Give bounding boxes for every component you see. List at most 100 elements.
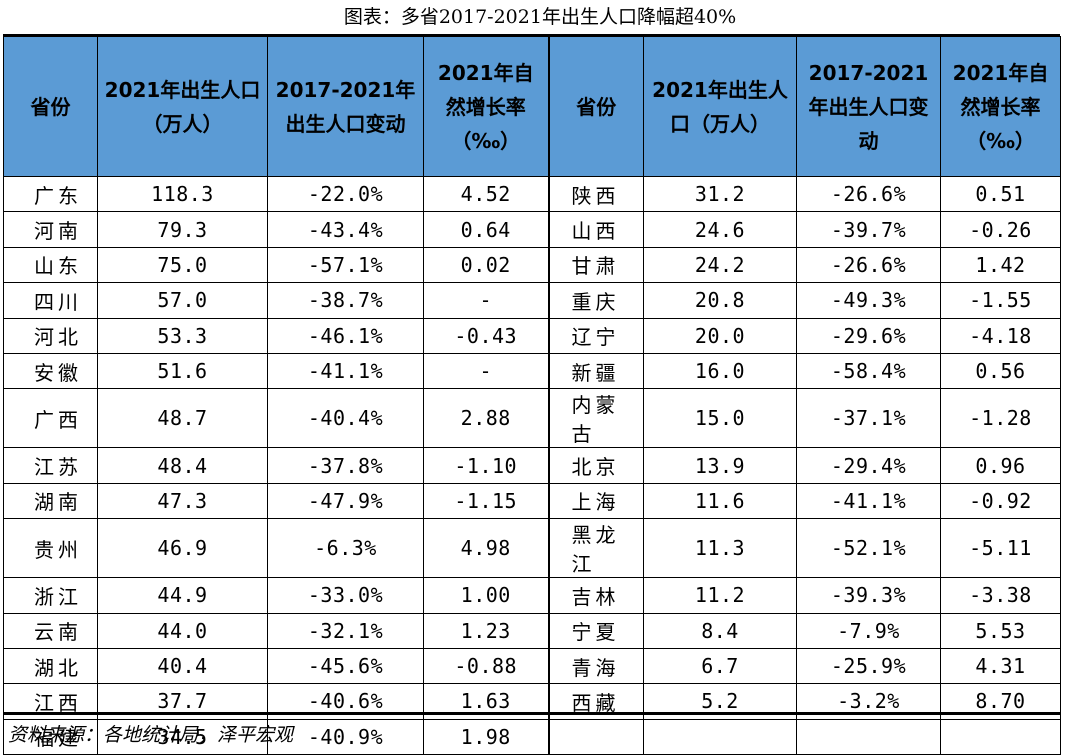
cell-left-births: 75.0 [97,246,268,284]
cell-right-births: 8.4 [643,612,797,649]
cell-right-change: -37.1% [796,388,941,449]
cell-left-change: -41.1% [267,352,424,390]
cell-right-province: 辽宁 [547,317,644,354]
cell-right-change: -29.6% [796,317,941,354]
cell-right-province: 重庆 [547,282,644,319]
cell-left-change: -57.1% [267,246,424,284]
table-row: 河北 53.3 -46.1% -0.43 辽宁 20.0 -29.6% -4.18 [3,317,1061,354]
cell-left-growth-rate: 4.52 [423,175,549,213]
cell-left-change: -40.4% [267,388,424,449]
cell-right-change: -26.6% [796,246,941,284]
header-province-left: 省份 [3,36,98,177]
cell-right-change: -25.9% [796,647,941,685]
cell-right-province: 黑龙江 [547,518,644,579]
cell-right-growth-rate: 0.56 [940,352,1061,390]
cell-right-change: -39.7% [796,211,941,248]
cell-right-births: 24.2 [643,246,797,284]
cell-left-births: 48.7 [97,388,268,449]
table-row: 广东 118.3 -22.0% 4.52 陕西 31.2 -26.6% 0.51 [3,175,1061,213]
cell-right-births: 15.0 [643,388,797,449]
cell-right-births: 24.6 [643,211,797,248]
bottom-rule [3,712,1060,715]
cell-right-change: -39.3% [796,577,941,614]
cell-right-change: -58.4% [796,352,941,390]
table-title: 图表：多省2017-2021年出生人口降幅超40% [343,6,737,28]
header-births-left: 2021年出生人口（万人） [97,36,268,177]
header-births-right: 2021年出生人口（万人） [643,36,797,177]
cell-left-change: -38.7% [267,282,424,319]
cell-right-province: 青海 [547,647,644,685]
cell-left-change: -6.3% [267,518,424,579]
table-row: 江苏 48.4 -37.8% -1.10 北京 13.9 -29.4% 0.96 [3,447,1061,484]
source-note: 资料来源：各地统计局，泽平宏观 [8,724,294,746]
header-change-left: 2017-2021年出生人口变动 [267,36,424,177]
cell-left-growth-rate: -0.88 [423,647,549,685]
cell-right-births: 31.2 [643,175,797,213]
header-province-right: 省份 [547,36,644,177]
cell-left-change: -45.6% [267,647,424,685]
cell-left-growth-rate: 1.23 [423,612,549,649]
cell-right-growth-rate [940,718,1061,755]
cell-left-growth-rate: 1.00 [423,577,549,614]
cell-right-change [796,718,941,755]
cell-right-growth-rate: 4.31 [940,647,1061,685]
header-change-right: 2017-2021年出生人口变动 [796,36,941,177]
cell-right-births: 11.6 [643,482,797,520]
cell-right-province: 上海 [547,482,644,520]
cell-right-province [547,718,644,755]
cell-left-births: 53.3 [97,317,268,354]
table-row: 四川 57.0 -38.7% - 重庆 20.8 -49.3% -1.55 [3,282,1061,319]
cell-right-change: -49.3% [796,282,941,319]
table-row: 湖北 40.4 -45.6% -0.88 青海 6.7 -25.9% 4.31 [3,647,1061,685]
cell-right-growth-rate: -0.26 [940,211,1061,248]
top-rule [3,34,1060,36]
cell-left-change: -37.8% [267,447,424,484]
cell-left-change: -46.1% [267,317,424,354]
cell-right-province: 陕西 [547,175,644,213]
cell-left-change: -43.4% [267,211,424,248]
cell-right-province: 宁夏 [547,612,644,649]
cell-right-births: 20.8 [643,282,797,319]
cell-right-growth-rate: -3.38 [940,577,1061,614]
cell-left-growth-rate: -1.15 [423,482,549,520]
cell-left-births: 40.4 [97,647,268,685]
cell-right-change: -26.6% [796,175,941,213]
cell-right-province: 北京 [547,447,644,484]
cell-left-growth-rate: -0.43 [423,317,549,354]
cell-left-growth-rate: 0.64 [423,211,549,248]
cell-left-province: 云南 [3,612,98,649]
cell-right-change: -41.1% [796,482,941,520]
cell-right-births: 13.9 [643,447,797,484]
cell-left-births: 44.0 [97,612,268,649]
cell-left-province: 浙江 [3,577,98,614]
table-row: 贵州 46.9 -6.3% 4.98 黑龙江 11.3 -52.1% -5.11 [3,518,1061,579]
cell-right-growth-rate: 5.53 [940,612,1061,649]
cell-left-change: -47.9% [267,482,424,520]
cell-right-change: -29.4% [796,447,941,484]
cell-left-growth-rate: 1.98 [423,718,549,755]
cell-left-births: 57.0 [97,282,268,319]
cell-right-births: 16.0 [643,352,797,390]
cell-left-births: 47.3 [97,482,268,520]
table-row: 湖南 47.3 -47.9% -1.15 上海 11.6 -41.1% -0.92 [3,482,1061,520]
cell-right-growth-rate: -1.55 [940,282,1061,319]
cell-left-province: 四川 [3,282,98,319]
cell-left-births: 44.9 [97,577,268,614]
cell-left-change: -33.0% [267,577,424,614]
cell-left-growth-rate: -1.10 [423,447,549,484]
cell-right-province: 内蒙古 [547,388,644,449]
cell-left-growth-rate: - [423,282,549,319]
cell-right-province: 山西 [547,211,644,248]
cell-right-growth-rate: -1.28 [940,388,1061,449]
cell-right-births: 11.2 [643,577,797,614]
table-row: 广西 48.7 -40.4% 2.88 内蒙古 15.0 -37.1% -1.28 [3,388,1061,449]
cell-left-province: 江苏 [3,447,98,484]
cell-right-growth-rate: -5.11 [940,518,1061,579]
cell-left-change: -32.1% [267,612,424,649]
cell-left-change: -22.0% [267,175,424,213]
cell-right-growth-rate: -4.18 [940,317,1061,354]
cell-left-province: 河北 [3,317,98,354]
cell-left-province: 湖南 [3,482,98,520]
cell-left-births: 46.9 [97,518,268,579]
cell-left-province: 山东 [3,246,98,284]
